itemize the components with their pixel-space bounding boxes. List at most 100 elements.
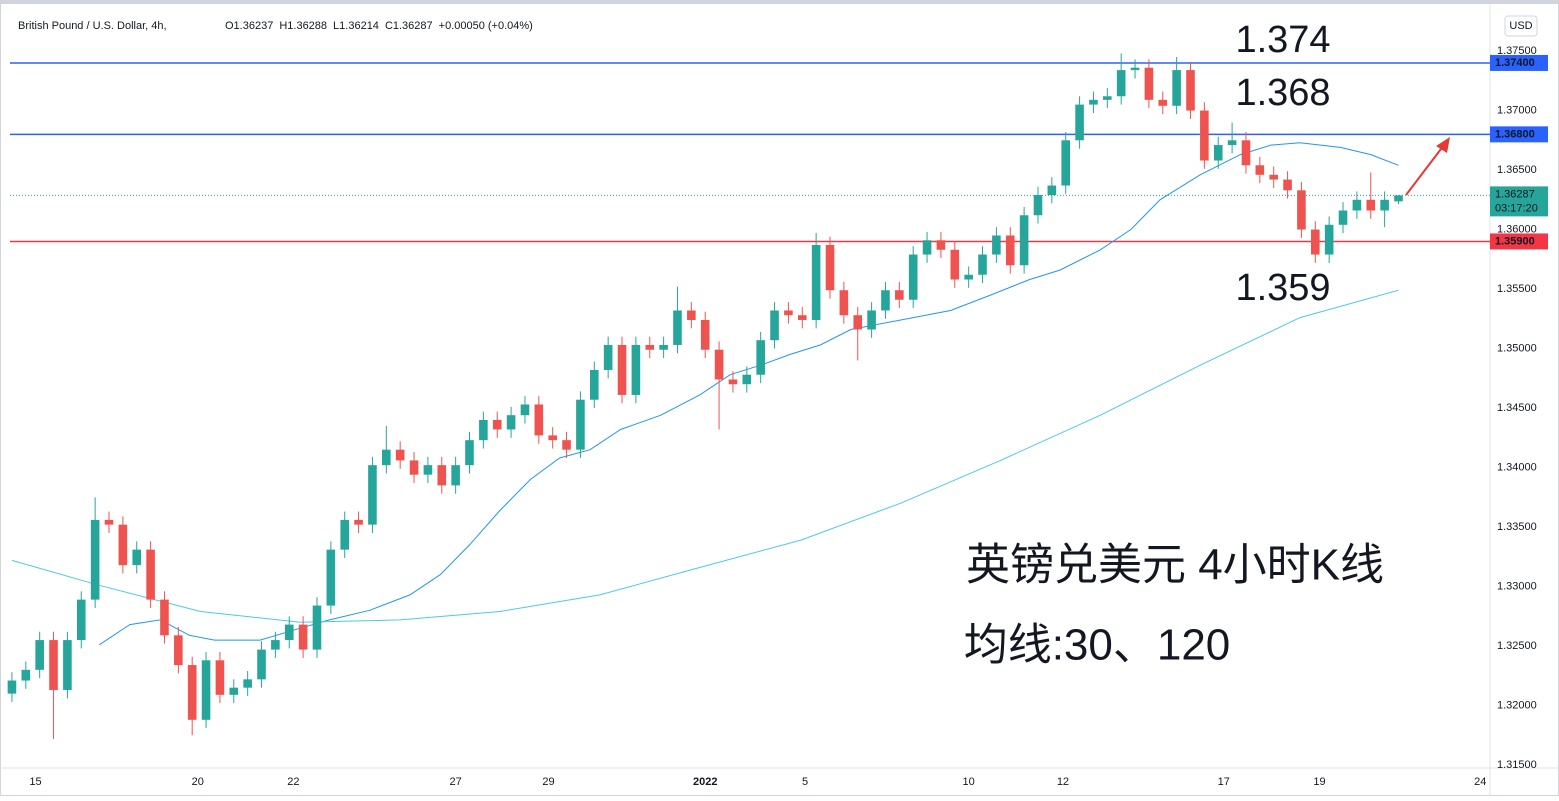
moving-average [99, 142, 1399, 646]
candle-body [617, 344, 627, 395]
candle-body [1338, 210, 1348, 225]
candle-body [1394, 195, 1403, 202]
candle-body [1075, 104, 1084, 141]
candle-body [1103, 96, 1112, 100]
level-label-box [1490, 54, 1548, 71]
candle-body [603, 344, 613, 370]
ohlc-value: L1.36214 [333, 20, 379, 32]
candle-body [271, 640, 280, 650]
y-tick-label: 1.32500 [1497, 640, 1537, 652]
candle-body [922, 240, 932, 255]
candle-body [1116, 70, 1126, 97]
candle-body [63, 640, 72, 691]
candle-body [534, 404, 544, 436]
candle-body [1297, 190, 1306, 230]
candle-body [284, 624, 294, 641]
y-tick-label: 1.36500 [1497, 164, 1537, 176]
candle-body [659, 344, 668, 350]
candle-body [201, 660, 211, 720]
candle-body [160, 599, 169, 636]
y-tick-label: 1.35000 [1497, 342, 1537, 354]
y-tick-label: 1.33000 [1497, 580, 1537, 592]
candle-body [368, 465, 377, 525]
candle-body [451, 465, 460, 486]
ohlc-value: O1.36237 [225, 20, 273, 32]
currency-label[interactable]: USD [1509, 20, 1532, 32]
y-tick-label: 1.34000 [1497, 461, 1537, 473]
y-tick-label: 1.32000 [1497, 699, 1537, 711]
candle-body [1213, 145, 1223, 161]
trend-arrow-head [1436, 137, 1450, 153]
candle-body [895, 290, 904, 300]
candle-body [146, 549, 155, 600]
candle-body [479, 419, 488, 441]
candle-body [21, 669, 31, 681]
x-tick-label: 22 [287, 776, 299, 788]
candle-body [589, 369, 599, 400]
candle-body [1005, 235, 1015, 266]
candle-body [1033, 195, 1043, 216]
candle-body [811, 245, 821, 320]
candle-body [1324, 224, 1334, 255]
y-tick-label: 1.31500 [1497, 759, 1537, 771]
candle-body [118, 524, 128, 566]
level-label-box [1490, 126, 1548, 143]
candle-body [1255, 165, 1265, 175]
candle-body [548, 435, 557, 441]
candle-body [437, 465, 447, 486]
candle-body [576, 399, 585, 450]
x-tick-label: 17 [1218, 776, 1230, 788]
candle-body [90, 519, 100, 600]
x-tick-label: 29 [542, 776, 554, 788]
candle-body [312, 605, 322, 650]
x-tick-label: 10 [963, 776, 975, 788]
candle-body [742, 374, 752, 385]
annotation: 1.368 [1235, 72, 1330, 114]
candle-body [839, 290, 849, 316]
candle-body [465, 440, 474, 466]
y-tick-label: 1.34500 [1497, 402, 1537, 414]
candle-body [1269, 174, 1278, 180]
candle-body [49, 640, 58, 691]
candle-body [1061, 140, 1071, 186]
last-price-box [1490, 186, 1548, 217]
countdown-label: 03:17:20 [1495, 202, 1538, 214]
candle-body [423, 465, 433, 475]
y-tick-label: 1.37000 [1497, 104, 1537, 116]
candle-body [174, 635, 183, 666]
candle-body [1352, 199, 1362, 211]
candle-body [645, 344, 655, 350]
ohlc-legend: O1.36237 H1.36288 L1.36214 C1.36287 +0.00050… [225, 20, 533, 32]
candle-body [492, 419, 502, 430]
y-tick-label: 1.33500 [1497, 521, 1537, 533]
candle-body [714, 349, 724, 380]
x-tick-label: 5 [802, 776, 808, 788]
candle-body [1019, 215, 1029, 266]
candle-body [1130, 67, 1140, 71]
candle-body [770, 310, 779, 341]
x-tick-label: 20 [192, 776, 204, 788]
x-tick-label: 24 [1474, 776, 1486, 788]
candle-body [298, 624, 308, 650]
candle-body [1310, 229, 1320, 255]
plot: 1.31500 1.32000 1.32500 1.33000 1.33500 1.340… [7, 19, 1548, 788]
candle-body [1366, 199, 1376, 211]
annotation: 1.374 [1235, 19, 1330, 61]
candle-body [784, 310, 793, 316]
currency-button[interactable] [1504, 15, 1538, 37]
candle-body [409, 460, 419, 475]
candle-body [340, 519, 350, 550]
moving-average [11, 289, 1399, 623]
candle-body [1089, 99, 1098, 105]
x-tick-label: 19 [1313, 776, 1325, 788]
ohlc-value: H1.36288 [279, 20, 327, 32]
candle-body [978, 254, 987, 275]
y-tick-label: 1.35500 [1497, 283, 1537, 295]
top-strip [0, 0, 1559, 4]
candle-body [76, 599, 86, 641]
x-tick-label: 2022 [693, 776, 717, 788]
ohlc-value: +0.00050 (+0.04%) [439, 20, 533, 32]
candle-body [881, 290, 890, 311]
candle-body [728, 379, 738, 385]
